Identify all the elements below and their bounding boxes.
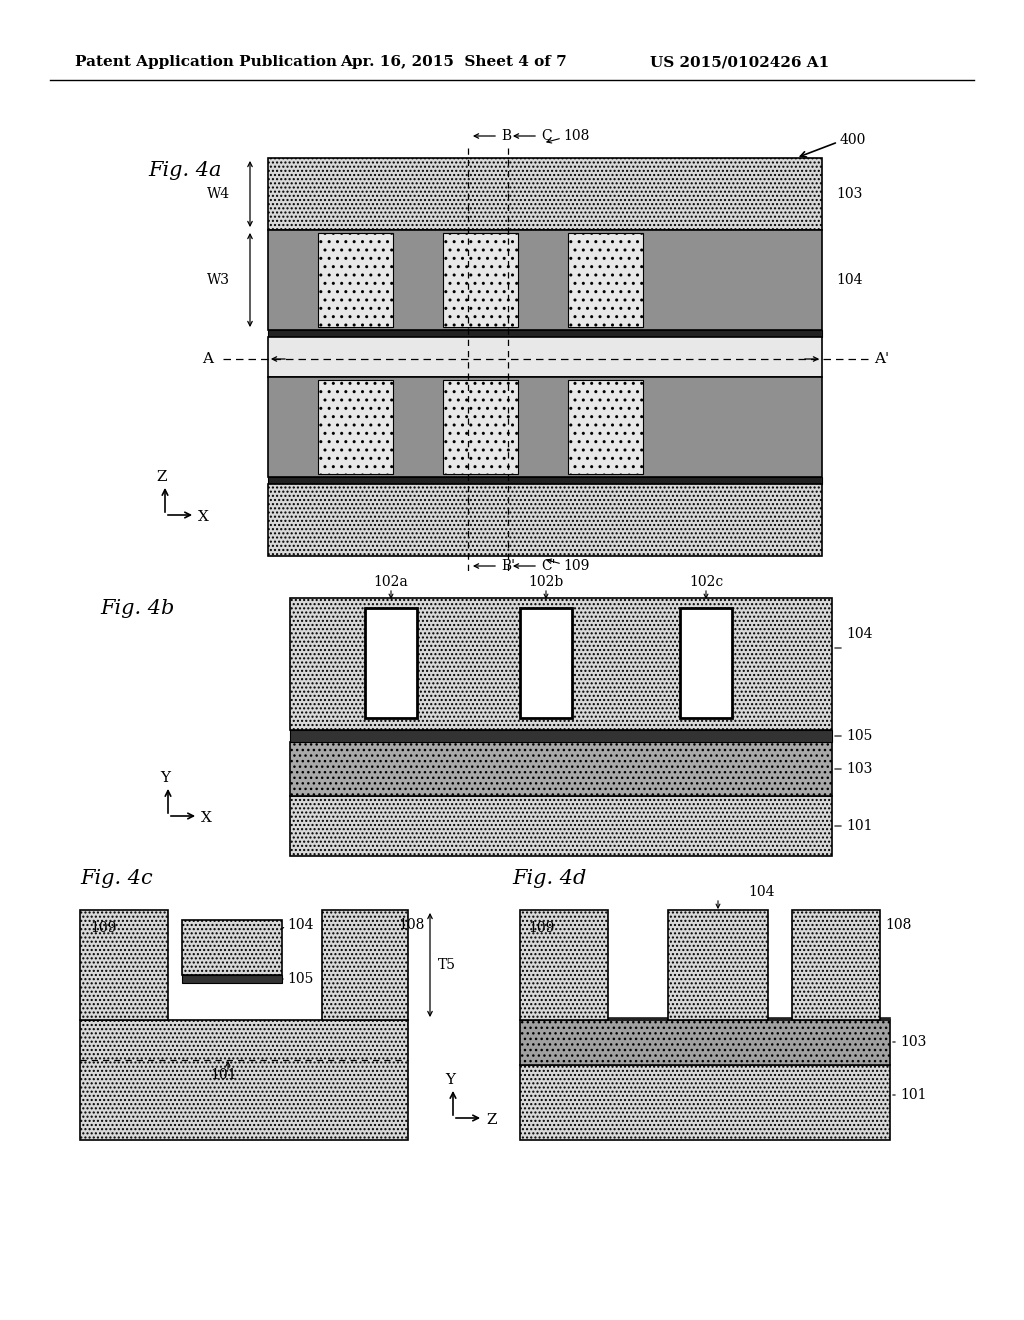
Text: Fig. 4c: Fig. 4c: [80, 869, 153, 887]
Bar: [290, 742, 831, 796]
Bar: [568, 380, 643, 474]
Text: 101: 101: [210, 1068, 237, 1082]
Bar: [290, 796, 831, 855]
Bar: [792, 909, 880, 1020]
Text: 109: 109: [563, 558, 590, 573]
Bar: [268, 378, 822, 477]
Text: 104: 104: [748, 884, 774, 899]
Text: 103: 103: [846, 762, 872, 776]
Bar: [322, 909, 408, 1020]
Text: A': A': [874, 352, 889, 366]
Text: 108: 108: [398, 917, 424, 932]
Text: Y: Y: [160, 771, 170, 785]
Text: Z: Z: [486, 1113, 497, 1127]
Bar: [268, 484, 822, 556]
Bar: [520, 609, 572, 718]
Text: 105: 105: [287, 972, 313, 986]
Bar: [290, 598, 831, 730]
Bar: [268, 337, 822, 378]
Text: 103: 103: [836, 187, 862, 201]
Bar: [680, 609, 732, 718]
Text: W4: W4: [207, 187, 230, 201]
Text: 109: 109: [528, 921, 554, 935]
Bar: [290, 730, 831, 742]
Bar: [268, 330, 822, 337]
Text: B: B: [501, 129, 511, 143]
Text: W3: W3: [207, 273, 230, 286]
Text: B': B': [501, 558, 515, 573]
Text: Y: Y: [445, 1073, 455, 1086]
Text: X: X: [198, 510, 209, 524]
Bar: [443, 380, 518, 474]
Text: Z: Z: [157, 470, 167, 484]
Text: Patent Application Publication: Patent Application Publication: [75, 55, 337, 69]
Bar: [668, 909, 768, 1020]
Text: 109: 109: [90, 921, 117, 935]
Text: Fig. 4d: Fig. 4d: [512, 869, 587, 887]
Bar: [520, 909, 608, 1020]
Bar: [80, 1020, 408, 1140]
Text: 101: 101: [846, 818, 872, 833]
Text: 102c: 102c: [689, 576, 723, 589]
Bar: [268, 477, 822, 484]
Text: 104: 104: [836, 273, 862, 286]
Bar: [365, 609, 417, 718]
Bar: [268, 158, 822, 230]
Text: 108: 108: [563, 129, 590, 143]
Text: 101: 101: [900, 1088, 927, 1102]
Text: 104: 104: [846, 627, 872, 642]
Text: C: C: [541, 129, 552, 143]
Bar: [520, 1065, 890, 1140]
Text: Apr. 16, 2015  Sheet 4 of 7: Apr. 16, 2015 Sheet 4 of 7: [340, 55, 566, 69]
Bar: [80, 909, 168, 1020]
Text: 102a: 102a: [374, 576, 409, 589]
Text: X: X: [201, 810, 212, 825]
Text: Fig. 4b: Fig. 4b: [100, 598, 174, 618]
Text: 103: 103: [900, 1035, 927, 1049]
Bar: [182, 920, 282, 975]
Bar: [318, 380, 393, 474]
Bar: [182, 975, 282, 983]
Text: Fig. 4a: Fig. 4a: [148, 161, 221, 180]
Bar: [443, 234, 518, 327]
Text: 104: 104: [287, 917, 313, 932]
Text: 105: 105: [846, 729, 872, 743]
Text: 108: 108: [885, 917, 911, 932]
Text: A: A: [202, 352, 213, 366]
Text: 400: 400: [840, 133, 866, 147]
Text: T5: T5: [438, 958, 456, 972]
Bar: [318, 234, 393, 327]
Text: US 2015/0102426 A1: US 2015/0102426 A1: [650, 55, 829, 69]
Bar: [520, 1016, 890, 1020]
Text: 102b: 102b: [528, 576, 563, 589]
Bar: [268, 230, 822, 330]
Bar: [520, 1020, 890, 1065]
Text: C': C': [541, 558, 555, 573]
Bar: [568, 234, 643, 327]
